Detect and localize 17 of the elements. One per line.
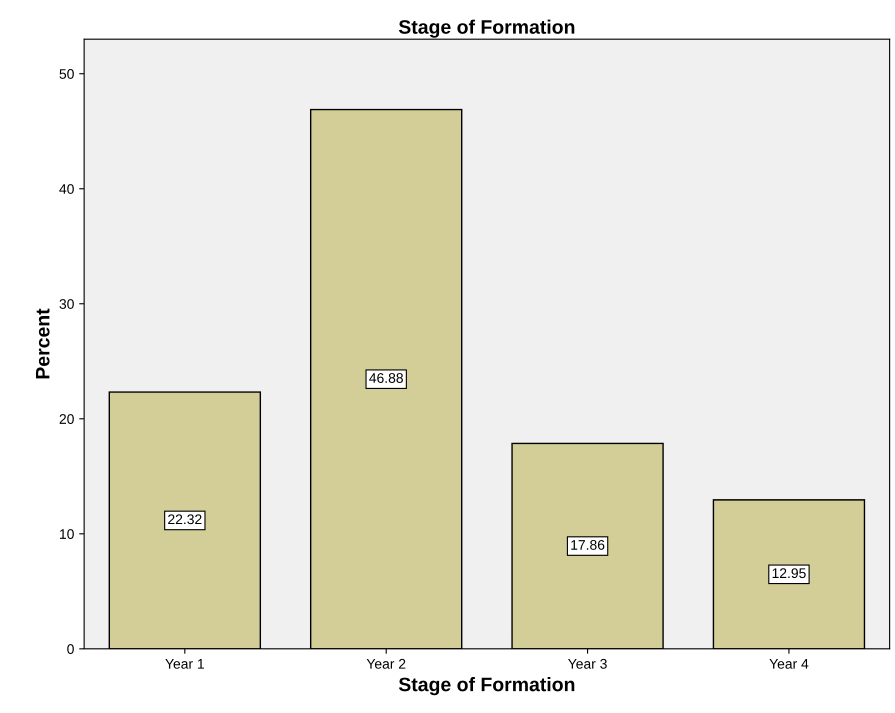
y-tick-label: 10	[60, 529, 74, 539]
x-tick-label: Year 3	[568, 658, 607, 669]
chart-title: Stage of Formation	[398, 20, 574, 38]
data-label: 46.88	[369, 373, 403, 383]
y-axis-title: Percent	[36, 308, 50, 378]
y-tick-label: 50	[60, 69, 74, 79]
x-tick-label: Year 2	[366, 658, 406, 669]
y-tick-label: 0	[67, 644, 74, 654]
y-tick-label: 40	[59, 184, 74, 194]
data-label: 22.32	[168, 514, 202, 524]
x-tick-label: Year 1	[165, 659, 204, 669]
y-tick-label: 20	[60, 414, 74, 424]
x-axis-title: Stage of Formation	[398, 677, 574, 696]
data-label: 12.95	[772, 568, 806, 578]
data-label: 17.86	[571, 540, 604, 550]
y-tick-label: 30	[59, 299, 74, 309]
x-tick-label: Year 4	[769, 659, 808, 669]
